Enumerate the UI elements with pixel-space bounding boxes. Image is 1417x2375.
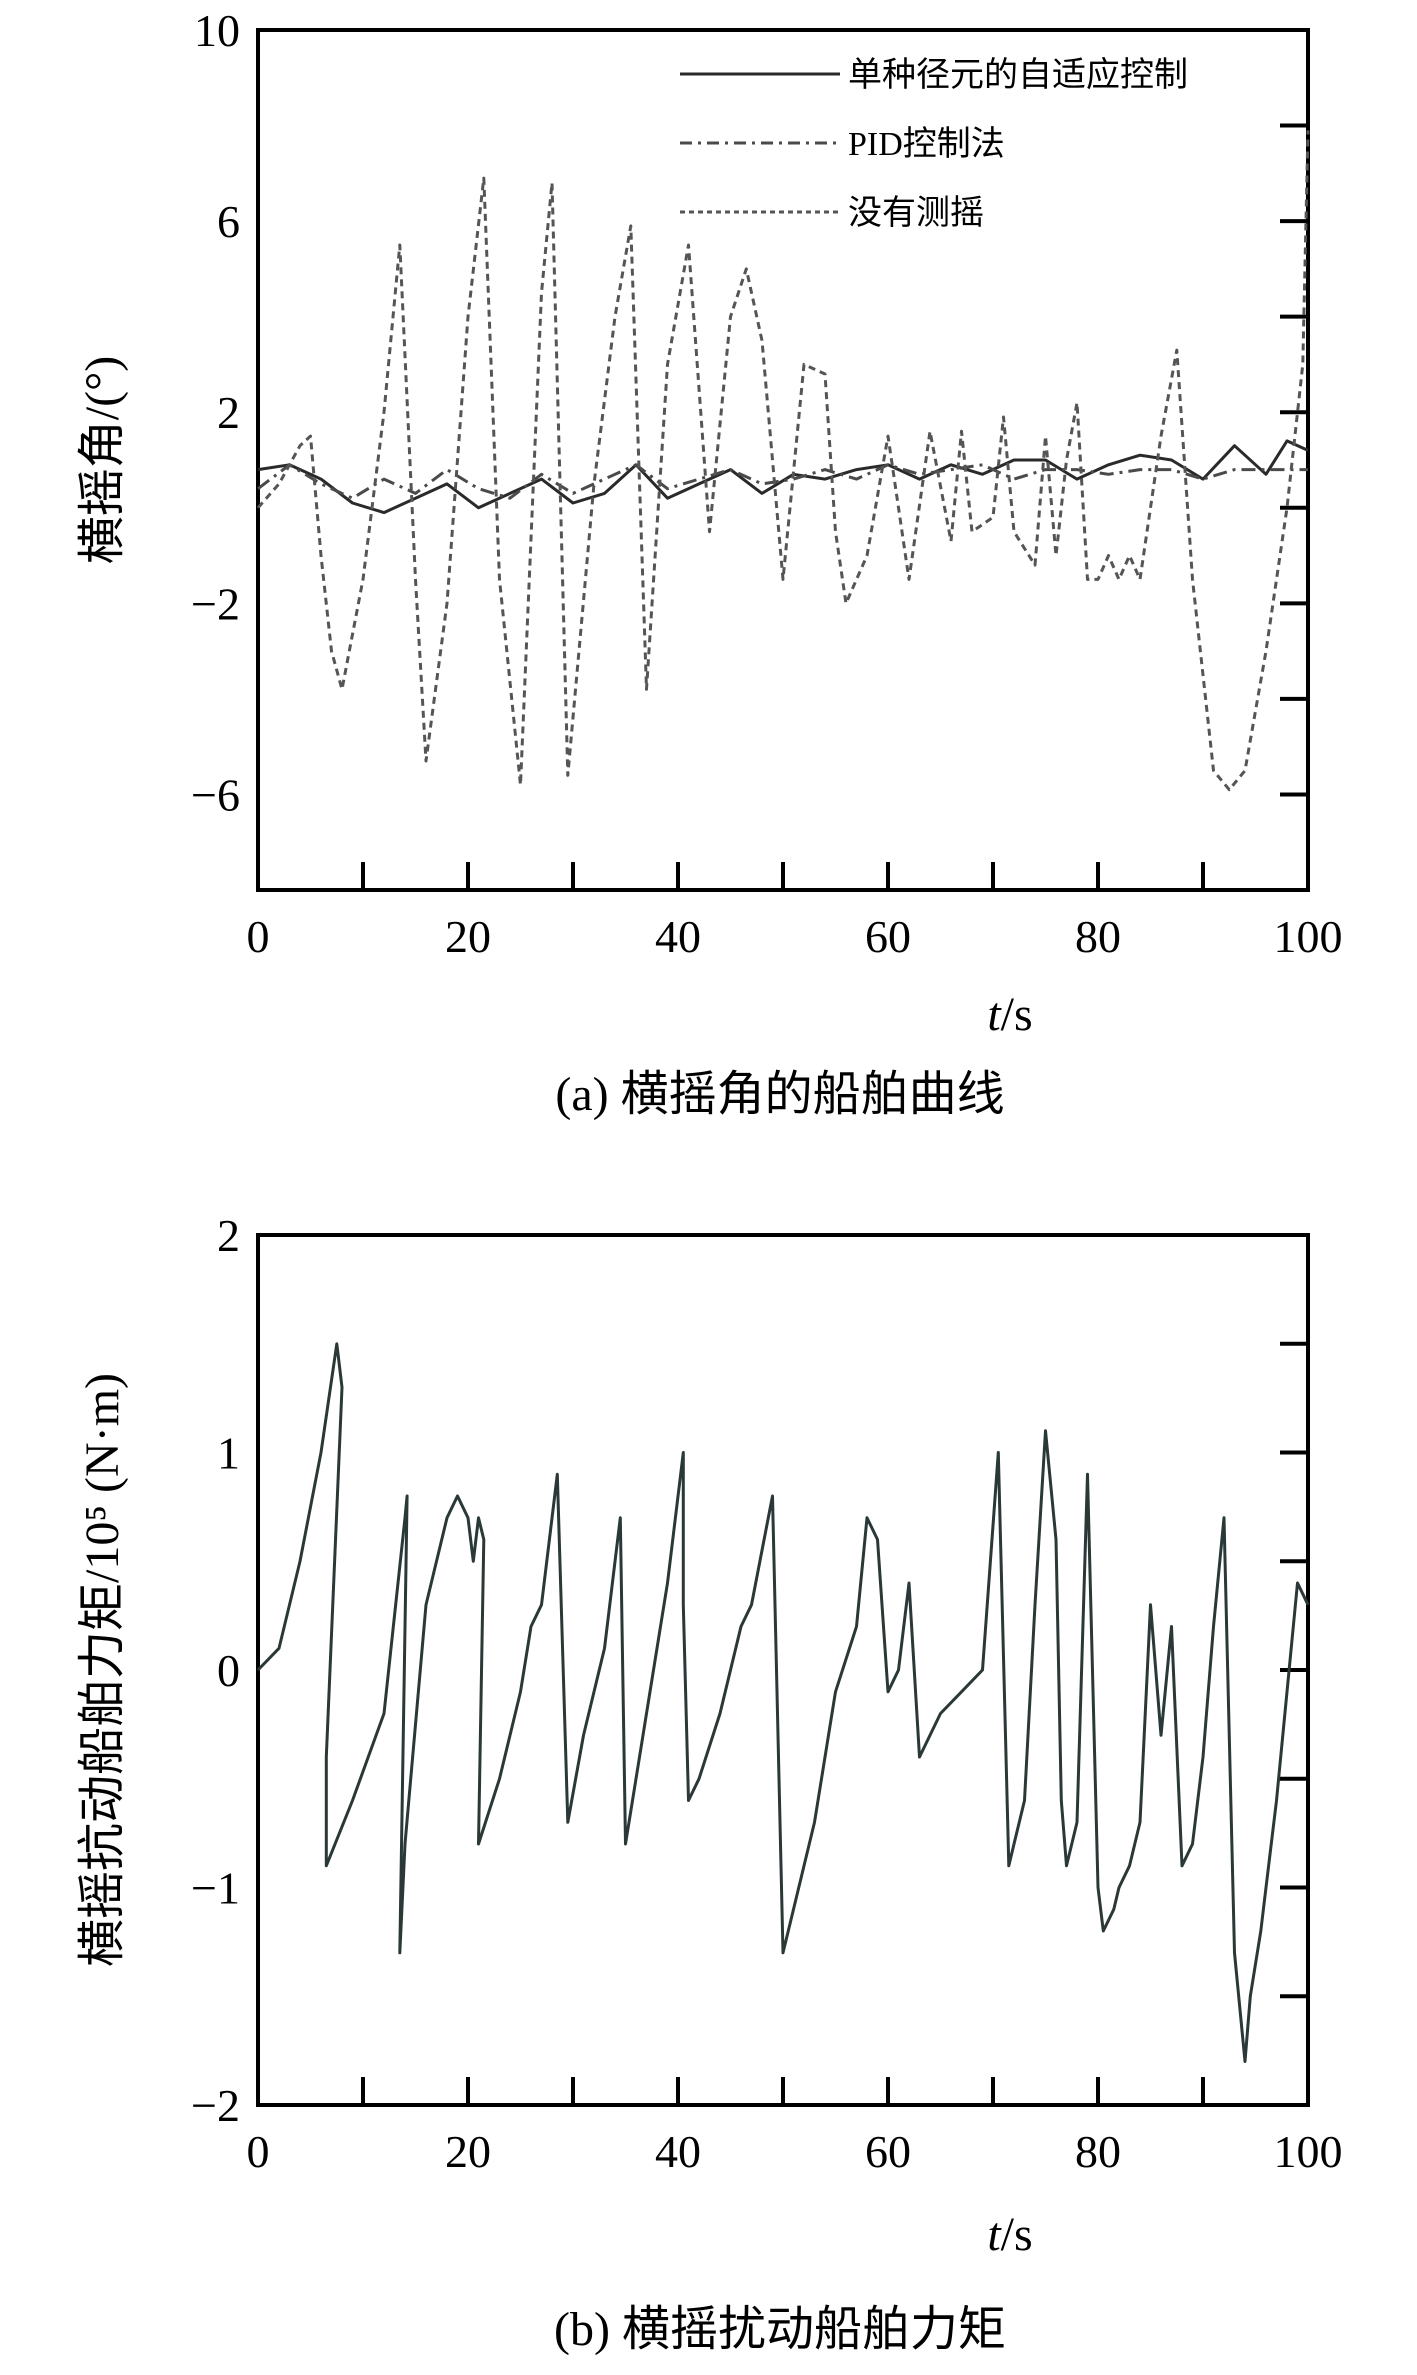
series-group-a: [256, 130, 1310, 792]
x-tick-label-a-2: 40: [655, 911, 701, 962]
y-tick-label-a-3: 6: [217, 196, 240, 247]
y-axis-title-a: 横摇角/(°): [76, 356, 129, 565]
x-axis-unit-a: /s: [1001, 988, 1033, 1041]
y-axis-title-b: 横摇抗动船舶力矩/10⁵ (N·m): [76, 1373, 129, 1967]
x-tick-label-b-5: 100: [1274, 2126, 1343, 2177]
x-tick-label-b-2: 40: [655, 2126, 701, 2177]
series-group-b: [256, 1342, 1310, 2063]
legend-label-adaptive: 单种径元的自适应控制: [848, 56, 1188, 94]
x-tick-label-a-0: 0: [247, 911, 270, 962]
x-axis-title-a: t/s: [987, 988, 1032, 1041]
plot-area-frame-a: [256, 28, 1310, 892]
series-line-a-1: [257, 463, 1308, 500]
series-line-b-0: [256, 1342, 1310, 2063]
x-tick-label-b-1: 20: [445, 2126, 491, 2177]
x-tick-label-a-4: 80: [1075, 911, 1121, 962]
series-line-a-2: [256, 130, 1310, 792]
y-tick-label-a-2: 2: [217, 387, 240, 438]
x-tick-label-a-5: 100: [1274, 911, 1343, 962]
x-axis-var-a: t: [987, 988, 1002, 1041]
plot-area-frame-b: [256, 1233, 1310, 2107]
x-axis-unit-b: /s: [1001, 2208, 1033, 2261]
y-tick-label-a-1: −2: [191, 578, 240, 629]
x-tick-label-a-3: 60: [865, 911, 911, 962]
x-tick-label-b-3: 60: [865, 2126, 911, 2177]
legend-label-pid: PID控制法: [848, 125, 1005, 163]
axis-ticks-a: 0 20 40 60 80 100 −6 −2 2 6 10: [191, 5, 1342, 962]
caption-b: (b) 横摇扰动船舶力矩: [554, 2303, 1006, 2356]
y-tick-label-a-0: −6: [191, 769, 240, 820]
panel-b-disturbance-moment: 0 20 40 60 80 100 −2 −1 0 1 2 t/s 横摇抗动船舶力矩/10⁵ (N·…: [76, 1210, 1343, 2356]
x-tick-label-b-4: 80: [1075, 2126, 1121, 2177]
x-axis-var-b: t: [987, 2208, 1002, 2261]
y-tick-label-b-1: −1: [191, 1863, 240, 1914]
x-tick-label-b-0: 0: [247, 2126, 270, 2177]
axis-ticks-b: 0 20 40 60 80 100 −2 −1 0 1 2: [191, 1210, 1342, 2177]
y-tick-label-b-0: −2: [191, 2080, 240, 2131]
y-tick-label-b-2: 0: [217, 1645, 240, 1696]
panel-a-roll-angle: 0 20 40 60 80 100 −6 −2 2 6 10 单种径元的自适应控制 PID控制法 没…: [76, 5, 1343, 1121]
legend: 单种径元的自适应控制 PID控制法 没有测摇: [680, 56, 1188, 232]
legend-label-no-stabilizer: 没有测摇: [848, 194, 984, 232]
y-tick-label-b-4: 2: [217, 1210, 240, 1261]
caption-a: (a) 横摇角的船舶曲线: [555, 1068, 1004, 1121]
x-tick-label-a-1: 20: [445, 911, 491, 962]
x-axis-title-b: t/s: [987, 2208, 1032, 2261]
y-tick-label-b-3: 1: [217, 1428, 240, 1479]
y-tick-label-a-4: 10: [194, 5, 240, 56]
